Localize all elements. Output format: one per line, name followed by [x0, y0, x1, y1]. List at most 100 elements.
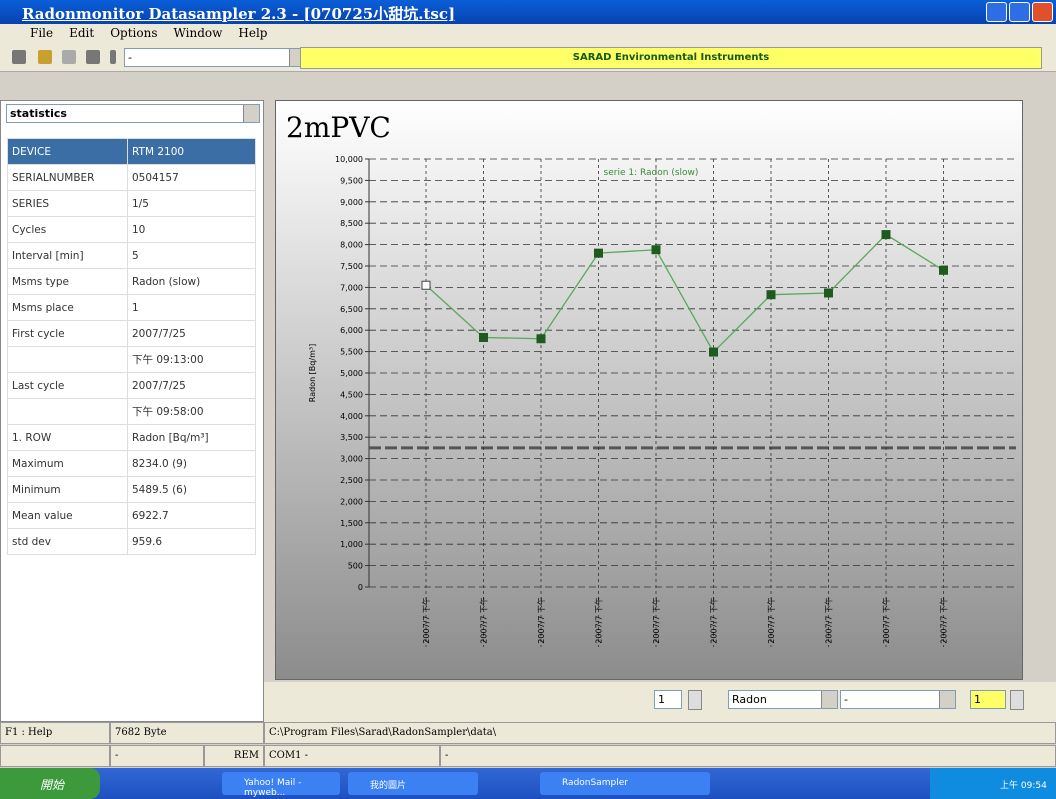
- x-tick-label: 2007/7 下午: [421, 597, 431, 644]
- chart-background: [276, 101, 1022, 679]
- table-row: DEVICE RTM 2100: [7, 138, 256, 165]
- maximize-button[interactable]: [1009, 2, 1030, 22]
- table-cell: 下午 09:58:00: [127, 398, 256, 425]
- task-label: Yahoo! Mail - myweb...: [244, 778, 302, 798]
- table-cell: 959.6: [127, 528, 256, 555]
- table-cell: Mean value: [7, 502, 128, 529]
- dropdown-button[interactable]: [243, 105, 259, 122]
- close-button[interactable]: [1032, 2, 1053, 22]
- table-cell: 2007/7/25: [127, 372, 256, 399]
- y-tick-label: 6,000: [340, 326, 363, 335]
- table-row: 下午 09:13:00: [7, 346, 256, 373]
- tool-icon[interactable]: [86, 50, 100, 64]
- table-cell: [7, 346, 128, 373]
- status-port: COM1 -: [264, 745, 440, 767]
- y-tick-label: 5,500: [340, 348, 363, 357]
- y-tick-label: 8,500: [340, 219, 363, 228]
- y-tick-label: 3,000: [340, 455, 363, 464]
- y-tick-label: 5,000: [340, 369, 363, 378]
- taskbar: 開始 Yahoo! Mail - myweb... 我的圖片 RadonSample…: [0, 768, 1056, 799]
- table-cell: DEVICE: [7, 138, 128, 165]
- spin-button[interactable]: [688, 690, 702, 710]
- status-size: 7682 Byte: [110, 722, 264, 744]
- table-cell: SERIES: [7, 190, 128, 217]
- table-row: Maximum 8234.0 (9): [7, 450, 256, 477]
- status-help: F1 : Help: [0, 722, 110, 744]
- table-cell: First cycle: [7, 320, 128, 347]
- table-cell: Minimum: [7, 476, 128, 503]
- y-tick-label: 7,000: [340, 283, 363, 292]
- menu-item[interactable]: File: [30, 26, 54, 40]
- chart-title: 2mPVC: [286, 111, 391, 144]
- table-row: Interval [min] 5: [7, 242, 256, 269]
- task-button[interactable]: Yahoo! Mail - myweb...: [222, 772, 340, 798]
- menu-item[interactable]: Window: [173, 26, 223, 40]
- table-row: Last cycle 2007/7/25: [7, 372, 256, 399]
- panel-selector[interactable]: statistics: [6, 104, 260, 123]
- table-cell: 8234.0 (9): [127, 450, 256, 477]
- data-point: [421, 280, 431, 290]
- table-cell: Radon [Bq/m³]: [127, 424, 256, 451]
- table-row: Mean value 6922.7: [7, 502, 256, 529]
- menu-item[interactable]: Edit: [69, 26, 95, 40]
- y-tick-label: 6,500: [340, 305, 363, 314]
- table-cell: Maximum: [7, 450, 128, 477]
- table-cell: 下午 09:13:00: [127, 346, 256, 373]
- table-cell: 1/5: [127, 190, 256, 217]
- x-tick-label: 2007/7 下午: [479, 597, 489, 644]
- y-tick-label: 7,500: [340, 262, 363, 271]
- table-row: Msms place 1: [7, 294, 256, 321]
- series-line: [425, 233, 944, 354]
- start-button[interactable]: 開始: [0, 768, 100, 799]
- y-tick-label: 3,500: [340, 433, 363, 442]
- series-combo[interactable]: -: [840, 690, 956, 709]
- data-point: [709, 347, 718, 357]
- statistics-table: DEVICE RTM 2100 SERIALNUMBER 0504157 SERIES 1…: [7, 138, 256, 555]
- dropdown-button[interactable]: [939, 691, 955, 708]
- minimize-button[interactable]: [986, 2, 1007, 22]
- dropdown-button[interactable]: [821, 691, 837, 708]
- x-tick-label: 2007/7 下午: [881, 597, 891, 644]
- title-bar: Radonmonitor Datasampler 2.3 - [070725小甜…: [0, 0, 1056, 24]
- table-row: std dev 959.6: [7, 528, 256, 555]
- toolbar-combo[interactable]: -: [124, 48, 306, 67]
- table-cell: RTM 2100: [127, 138, 256, 165]
- y-tick-label: 2,500: [340, 476, 363, 485]
- x-tick-label: 2007/7 下午: [536, 597, 546, 644]
- tool-icon[interactable]: [12, 50, 26, 64]
- data-point: [824, 288, 833, 298]
- spin-box[interactable]: 1: [970, 690, 1006, 709]
- tray: 上午 09:54: [930, 768, 1056, 799]
- selector-text: statistics: [10, 107, 67, 120]
- table-cell: 5: [127, 242, 256, 269]
- x-tick-label: 2007/7 下午: [824, 597, 834, 644]
- spin-button[interactable]: [1010, 690, 1024, 710]
- status-dash: -: [110, 745, 204, 767]
- table-cell: [7, 398, 128, 425]
- table-cell: Msms place: [7, 294, 128, 321]
- x-tick-label: 2007/7 下午: [766, 597, 776, 644]
- menu-item[interactable]: Help: [238, 26, 268, 40]
- data-point: [479, 332, 488, 342]
- chart: 2mPVC serie 1: Radon (slow) Radon [Bq/m³…: [276, 101, 1022, 679]
- quantity-combo[interactable]: Radon: [728, 690, 838, 709]
- y-tick-label: 1,000: [340, 540, 363, 549]
- tool-icon[interactable]: [62, 50, 76, 64]
- y-tick-label: 500: [348, 562, 363, 571]
- start-text: 開始: [40, 778, 65, 792]
- table-cell: 10: [127, 216, 256, 243]
- status-mode: REM: [204, 745, 264, 767]
- tool-icon[interactable]: [110, 50, 116, 64]
- menu-item[interactable]: Options: [110, 26, 158, 40]
- table-cell: Last cycle: [7, 372, 128, 399]
- banner: SARAD Environmental Instruments: [300, 47, 1042, 69]
- table-cell: 1. ROW: [7, 424, 128, 451]
- task-button[interactable]: RadonSampler: [540, 772, 710, 795]
- table-row: Cycles 10: [7, 216, 256, 243]
- tool-icon[interactable]: [38, 50, 52, 64]
- combo-text: -: [844, 693, 848, 706]
- table-row: 1. ROW Radon [Bq/m³]: [7, 424, 256, 451]
- spin-box[interactable]: 1: [654, 690, 682, 709]
- task-button[interactable]: 我的圖片: [348, 772, 478, 795]
- x-tick-label: 2007/7 下午: [651, 597, 661, 644]
